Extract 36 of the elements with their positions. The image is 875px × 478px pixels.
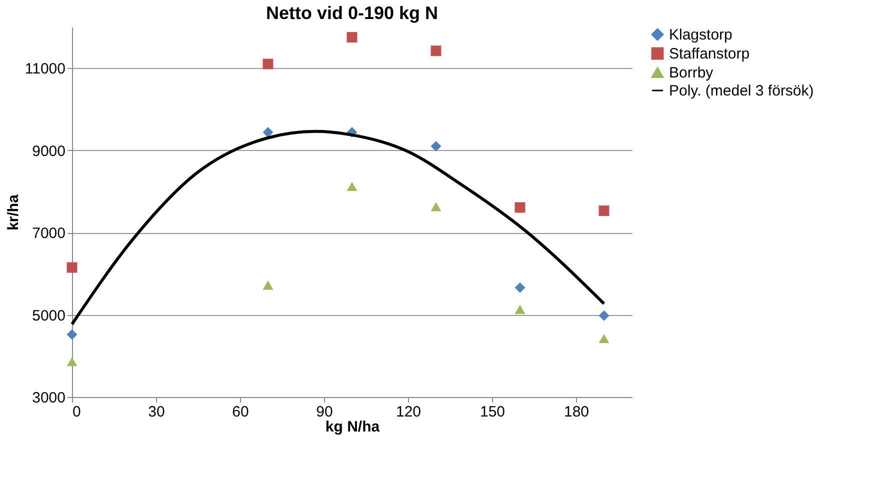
point <box>346 32 358 43</box>
point <box>430 140 442 152</box>
point <box>430 202 442 212</box>
x-tick-label: 90 <box>316 404 333 420</box>
point <box>346 182 358 192</box>
point <box>66 329 78 340</box>
legend-label: Klagstorp <box>669 26 732 44</box>
chart-title: Netto vid 0-190 kg N <box>266 3 438 23</box>
x-tick-label: 180 <box>564 404 590 420</box>
x-tick-label: 30 <box>148 404 165 420</box>
point <box>66 262 78 273</box>
legend-label: Staffanstorp <box>669 46 750 62</box>
point <box>514 282 526 293</box>
point <box>598 206 610 216</box>
y-tick-label: 11000 <box>24 60 66 78</box>
legend-label: Borrby <box>669 64 714 82</box>
x-tick-label: 120 <box>396 404 422 420</box>
point <box>598 310 610 321</box>
x-tick-label: 60 <box>232 404 249 420</box>
y-tick-label: 3000 <box>32 390 66 406</box>
y-tick-label: 7000 <box>32 225 66 242</box>
y-tick-label: 9000 <box>32 142 66 160</box>
point <box>66 357 78 366</box>
point <box>262 58 274 70</box>
point <box>598 334 610 344</box>
point <box>262 127 274 138</box>
point <box>514 202 526 213</box>
x-tick-label: 150 <box>480 404 506 420</box>
point <box>514 304 526 314</box>
legend-label: Poly. (medel 3 försök) <box>669 82 814 100</box>
point <box>262 280 274 290</box>
x-tick-label: 0 <box>72 404 81 420</box>
x-axis-title: kg N/ha <box>325 418 380 436</box>
point <box>430 46 442 56</box>
y-axis-title: kr/ha <box>4 194 22 230</box>
y-tick-label: 5000 <box>32 307 66 324</box>
